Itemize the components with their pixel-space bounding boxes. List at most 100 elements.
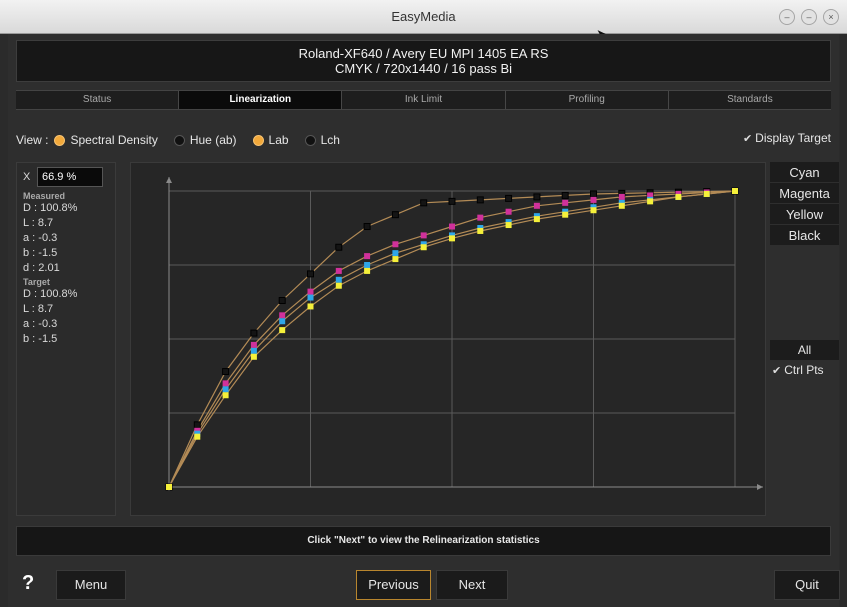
data-point-magenta bbox=[420, 232, 427, 239]
window-controls: – – × bbox=[779, 9, 839, 25]
tab-profiling[interactable]: Profiling bbox=[506, 91, 669, 109]
data-point-yellow bbox=[250, 353, 257, 360]
tab-status[interactable]: Status bbox=[16, 91, 180, 109]
profile-header: Roland-XF640 / Avery EU MPI 1405 EA RS C… bbox=[16, 40, 831, 82]
minimize-button[interactable]: – bbox=[779, 9, 795, 25]
data-point-magenta bbox=[647, 192, 654, 199]
window-title: EasyMedia bbox=[391, 9, 456, 24]
ctrl-pts-label: Ctrl Pts bbox=[784, 363, 824, 377]
measured-header: Measured bbox=[23, 191, 66, 201]
data-point-yellow bbox=[364, 267, 371, 274]
display-target-checkbox[interactable]: ✔ Display Target bbox=[743, 131, 831, 145]
quit-button[interactable]: Quit bbox=[774, 570, 840, 600]
data-point-cyan bbox=[250, 347, 257, 354]
window-titlebar: EasyMedia – – × bbox=[0, 0, 847, 34]
radio-selected-icon bbox=[252, 134, 264, 146]
channel-panel: Cyan Magenta Yellow Black All ✔ Ctrl Pts bbox=[770, 162, 839, 516]
data-point-yellow bbox=[505, 222, 512, 229]
data-point-cyan bbox=[392, 250, 399, 257]
data-point-yellow bbox=[618, 202, 625, 209]
data-point-yellow bbox=[166, 484, 172, 490]
data-point-magenta bbox=[392, 241, 399, 248]
point-info-panel: X 66.9 % Measured D : 100.8% L : 8.7 a :… bbox=[16, 162, 116, 516]
data-point-yellow bbox=[675, 193, 682, 200]
y-axis-arrow-icon bbox=[166, 177, 172, 183]
view-options: View : Spectral Density Hue (ab) Lab Lch… bbox=[16, 131, 831, 149]
menu-button[interactable]: Menu bbox=[56, 570, 126, 600]
data-point-yellow bbox=[449, 235, 455, 242]
data-point-magenta bbox=[222, 380, 229, 387]
data-point-magenta bbox=[533, 202, 540, 209]
radio-selected-icon bbox=[54, 134, 66, 146]
display-target-label: Display Target bbox=[755, 131, 831, 145]
data-point-black bbox=[561, 191, 569, 199]
view-option-spectral-density[interactable]: Spectral Density bbox=[54, 133, 158, 147]
channel-yellow-button[interactable]: Yellow bbox=[770, 204, 839, 225]
data-point-cyan bbox=[307, 294, 314, 301]
previous-button[interactable]: Previous bbox=[356, 570, 431, 600]
target-b: b : -1.5 bbox=[23, 333, 58, 345]
data-point-black bbox=[533, 193, 541, 201]
data-point-black bbox=[278, 297, 286, 305]
data-point-magenta bbox=[562, 199, 569, 206]
app-window: Roland-XF640 / Avery EU MPI 1405 EA RS C… bbox=[8, 34, 840, 607]
view-option-label: Lch bbox=[320, 133, 340, 147]
ctrl-pts-checkbox[interactable]: ✔ Ctrl Pts bbox=[772, 363, 824, 377]
x-value-field[interactable]: 66.9 % bbox=[37, 167, 103, 187]
data-point-magenta bbox=[590, 196, 597, 203]
channel-magenta-button[interactable]: Magenta bbox=[770, 183, 839, 204]
view-option-label: Lab bbox=[268, 133, 289, 147]
data-point-magenta bbox=[505, 208, 512, 215]
next-button[interactable]: Next bbox=[436, 570, 508, 600]
data-point-black bbox=[476, 196, 484, 204]
help-icon[interactable]: ? bbox=[22, 572, 35, 594]
data-point-black bbox=[250, 329, 258, 337]
data-point-magenta bbox=[250, 341, 257, 348]
measured-density: D : 100.8% bbox=[23, 202, 78, 214]
data-point-cyan bbox=[222, 386, 229, 393]
data-point-yellow bbox=[307, 303, 314, 310]
data-point-black bbox=[391, 211, 399, 219]
radio-unselected-icon bbox=[173, 134, 185, 146]
target-density: D : 100.8% bbox=[23, 288, 78, 300]
data-point-magenta bbox=[307, 288, 314, 295]
channel-all-button[interactable]: All bbox=[770, 340, 839, 360]
data-point-magenta bbox=[449, 223, 455, 230]
view-option-lab[interactable]: Lab bbox=[252, 133, 289, 147]
data-point-black bbox=[590, 190, 597, 198]
profile-line-1: Roland-XF640 / Avery EU MPI 1405 EA RS bbox=[298, 46, 549, 61]
x-label: X bbox=[23, 171, 31, 183]
tab-standards[interactable]: Standards bbox=[727, 94, 773, 105]
data-point-yellow bbox=[477, 227, 484, 234]
data-point-black bbox=[307, 270, 314, 278]
data-point-cyan bbox=[364, 262, 371, 268]
close-button[interactable]: × bbox=[823, 9, 839, 25]
channel-black-button[interactable]: Black bbox=[770, 225, 839, 246]
chart-svg[interactable] bbox=[131, 163, 767, 517]
channel-cyan-button[interactable]: Cyan bbox=[770, 162, 839, 183]
tab-linearization[interactable]: Linearization bbox=[179, 91, 343, 109]
data-point-magenta bbox=[477, 214, 484, 221]
view-option-hue[interactable]: Hue (ab) bbox=[173, 133, 237, 147]
data-point-black bbox=[193, 421, 201, 429]
view-option-lch[interactable]: Lch bbox=[304, 133, 340, 147]
data-point-cyan bbox=[279, 318, 286, 325]
checkmark-icon: ✔ bbox=[742, 132, 753, 145]
tab-ink-limit[interactable]: Ink Limit bbox=[342, 91, 506, 109]
data-point-magenta bbox=[618, 193, 625, 200]
data-point-magenta bbox=[364, 253, 371, 260]
data-point-yellow bbox=[562, 211, 569, 218]
view-label: View : bbox=[16, 133, 49, 147]
tab-bar: Status Linearization Ink Limit Profiling… bbox=[16, 90, 831, 110]
maximize-button[interactable]: – bbox=[801, 9, 817, 25]
data-point-yellow bbox=[647, 198, 654, 205]
data-point-yellow bbox=[590, 207, 597, 214]
bottom-bar: ? Menu Previous Next Quit bbox=[8, 564, 840, 607]
view-option-label: Spectral Density bbox=[70, 133, 158, 147]
target-l: L : 8.7 bbox=[23, 303, 54, 315]
data-point-yellow bbox=[279, 327, 286, 334]
data-point-yellow bbox=[533, 216, 540, 223]
target-a: a : -0.3 bbox=[23, 318, 58, 330]
linearization-chart[interactable] bbox=[130, 162, 766, 516]
profile-line-2: CMYK / 720x1440 / 16 pass Bi bbox=[334, 61, 513, 76]
